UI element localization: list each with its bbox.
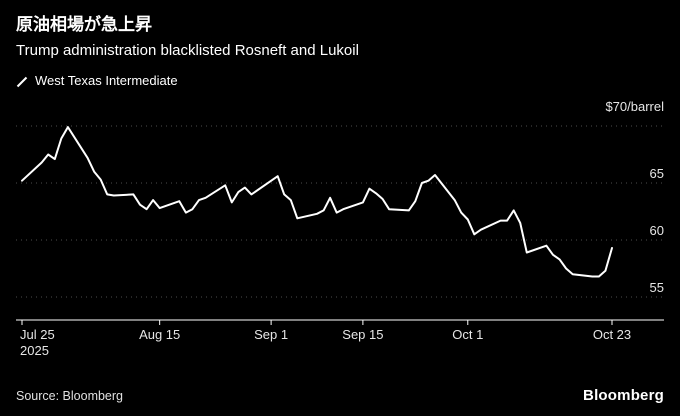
x-tick-label: Aug 15 <box>139 327 180 342</box>
x-tick-label: Oct 1 <box>452 327 483 342</box>
chart-header: 原油相場が急上昇 Trump administration blackliste… <box>0 0 680 88</box>
y-axis-label: 55 <box>650 280 664 295</box>
chart-title: 原油相場が急上昇 <box>16 15 152 34</box>
x-tick-label: Sep 1 <box>254 327 288 342</box>
chart-area: 65 60 55 Jul 25 2025 Aug 15 Sep 1 Sep 15 Oct 1 Oc… <box>16 118 664 358</box>
source-attribution: Source: Bloomberg <box>16 388 124 403</box>
y-axis-label: 65 <box>650 166 664 181</box>
x-tick-label: Oct 23 <box>593 327 631 342</box>
bloomberg-logo: Bloomberg <box>583 387 664 404</box>
y-axis-unit-label: $70/barrel <box>605 99 664 114</box>
x-tick-label: Sep 15 <box>342 327 383 342</box>
legend-series-label: West Texas Intermediate <box>35 73 178 89</box>
x-tick-label: Jul 25 <box>20 327 55 342</box>
series-line-marker-icon <box>16 75 28 87</box>
price-line <box>21 126 613 278</box>
x-tick-sublabel: 2025 <box>20 343 49 358</box>
y-axis-label: 60 <box>650 223 664 238</box>
chart-footer: Source: Bloomberg Bloomberg <box>0 387 680 404</box>
chart-legend: West Texas Intermediate <box>16 73 664 88</box>
chart-subtitle: Trump administration blacklisted Rosneft… <box>16 42 359 60</box>
